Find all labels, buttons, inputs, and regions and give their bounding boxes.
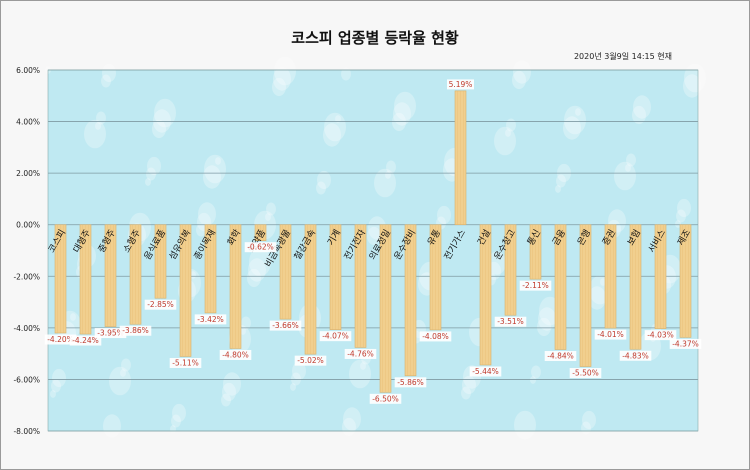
chart-title: 코스피 업종별 등락율 현황 <box>291 29 459 47</box>
svg-text:-5.44%: -5.44% <box>472 367 499 376</box>
svg-text:-4.07%: -4.07% <box>322 332 349 341</box>
bar-group <box>454 90 467 226</box>
svg-text:-4.37%: -4.37% <box>672 339 699 348</box>
data-label: -5.02% <box>294 355 327 366</box>
svg-text:-4.08%: -4.08% <box>422 332 449 341</box>
y-tick-label: 2.00% <box>16 169 40 178</box>
bar-group <box>79 224 92 335</box>
bar-group <box>529 224 542 280</box>
data-label: -4.76% <box>344 348 377 359</box>
data-label: -0.62% <box>244 242 277 253</box>
data-label: -5.86% <box>394 377 427 388</box>
svg-text:-3.51%: -3.51% <box>497 317 524 326</box>
svg-text:-5.11%: -5.11% <box>172 358 199 367</box>
bar-group <box>629 224 642 350</box>
bar-group <box>554 224 567 350</box>
data-label: 5.19% <box>447 79 474 90</box>
bar-group <box>504 224 517 316</box>
svg-text:-5.86%: -5.86% <box>397 378 424 387</box>
bar-group <box>154 224 167 299</box>
data-label: -5.11% <box>169 357 202 368</box>
data-label: -4.80% <box>219 349 252 360</box>
data-label: -4.24% <box>69 335 102 346</box>
data-label: -3.66% <box>269 320 302 331</box>
svg-text:-4.20%: -4.20% <box>47 335 74 344</box>
svg-text:-3.86%: -3.86% <box>122 326 149 335</box>
data-label: -4.20% <box>44 334 77 345</box>
bar-group <box>379 224 392 393</box>
bar-group <box>179 224 192 357</box>
data-label: -3.51% <box>494 316 527 327</box>
svg-text:-2.85%: -2.85% <box>147 300 174 309</box>
data-label: -5.50% <box>569 368 602 379</box>
y-tick-label: -6.00% <box>13 375 40 384</box>
svg-text:-4.24%: -4.24% <box>72 336 99 345</box>
data-label: -6.50% <box>369 393 402 404</box>
svg-text:-4.01%: -4.01% <box>597 330 624 339</box>
svg-text:-2.11%: -2.11% <box>522 281 549 290</box>
y-tick-label: -2.00% <box>13 272 40 281</box>
bar-group <box>279 224 292 320</box>
y-tick-label: 0.00% <box>16 221 40 230</box>
data-label: -4.83% <box>619 350 652 361</box>
data-label: -4.01% <box>594 329 627 340</box>
svg-text:-4.03%: -4.03% <box>647 331 674 340</box>
svg-text:-3.95%: -3.95% <box>97 329 124 338</box>
data-label: -4.37% <box>669 338 702 349</box>
data-label: -5.44% <box>469 366 502 377</box>
bar-group <box>654 224 667 329</box>
bar-group <box>579 224 592 367</box>
svg-text:-4.84%: -4.84% <box>547 352 574 361</box>
y-tick-label: 6.00% <box>16 66 40 75</box>
bar-group <box>104 224 117 327</box>
y-tick-label: -4.00% <box>13 324 40 333</box>
bar-group <box>229 224 242 349</box>
svg-text:-0.62%: -0.62% <box>247 243 274 252</box>
svg-text:5.19%: 5.19% <box>449 80 473 89</box>
svg-text:-3.66%: -3.66% <box>272 321 299 330</box>
bar-group <box>129 224 142 325</box>
data-label: -4.08% <box>419 331 452 342</box>
plot-border <box>47 69 699 432</box>
bar-group <box>54 224 67 334</box>
bar-group <box>479 224 492 366</box>
svg-text:-5.50%: -5.50% <box>572 369 599 378</box>
svg-text:-3.42%: -3.42% <box>197 315 224 324</box>
data-label: -2.85% <box>144 299 177 310</box>
data-label: -4.07% <box>319 331 352 342</box>
data-label: -2.11% <box>519 280 552 291</box>
data-label: -3.42% <box>194 314 227 325</box>
svg-text:-4.76%: -4.76% <box>347 349 374 358</box>
svg-text:-5.02%: -5.02% <box>297 356 324 365</box>
bar-group <box>204 224 217 314</box>
bar-group <box>329 224 342 330</box>
bar-group <box>304 224 317 355</box>
bar-group <box>404 224 417 377</box>
data-label: -4.03% <box>644 330 677 341</box>
data-label: -4.84% <box>544 351 577 362</box>
bar-group <box>604 224 617 329</box>
svg-text:-4.80%: -4.80% <box>222 350 249 359</box>
bar-group <box>254 224 267 242</box>
bar-group <box>429 224 442 331</box>
bar-group <box>679 224 692 338</box>
svg-text:-6.50%: -6.50% <box>372 394 399 403</box>
data-label: -3.86% <box>119 325 152 336</box>
y-tick-label: -8.00% <box>13 427 40 436</box>
svg-text:-4.83%: -4.83% <box>622 351 649 360</box>
chart-subtitle: 2020년 3월9일 14:15 현재 <box>573 52 672 61</box>
y-tick-label: 4.00% <box>16 118 40 127</box>
data-label: -3.95% <box>94 328 127 339</box>
bar-group <box>354 224 367 348</box>
